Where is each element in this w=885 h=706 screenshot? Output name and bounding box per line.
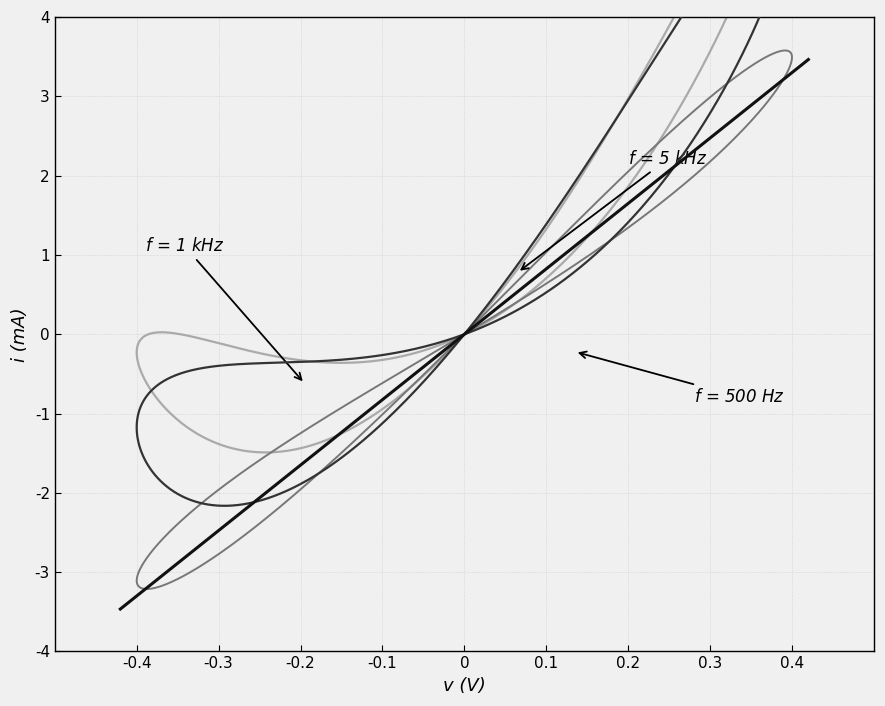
Y-axis label: i (mA): i (mA) bbox=[12, 307, 29, 361]
Text: $f$ = 5 kHz: $f$ = 5 kHz bbox=[521, 150, 707, 270]
X-axis label: v (V): v (V) bbox=[443, 677, 486, 695]
Text: $f$ = 500 Hz: $f$ = 500 Hz bbox=[580, 352, 785, 406]
Text: $f$ = 1 kHz: $f$ = 1 kHz bbox=[145, 237, 302, 380]
